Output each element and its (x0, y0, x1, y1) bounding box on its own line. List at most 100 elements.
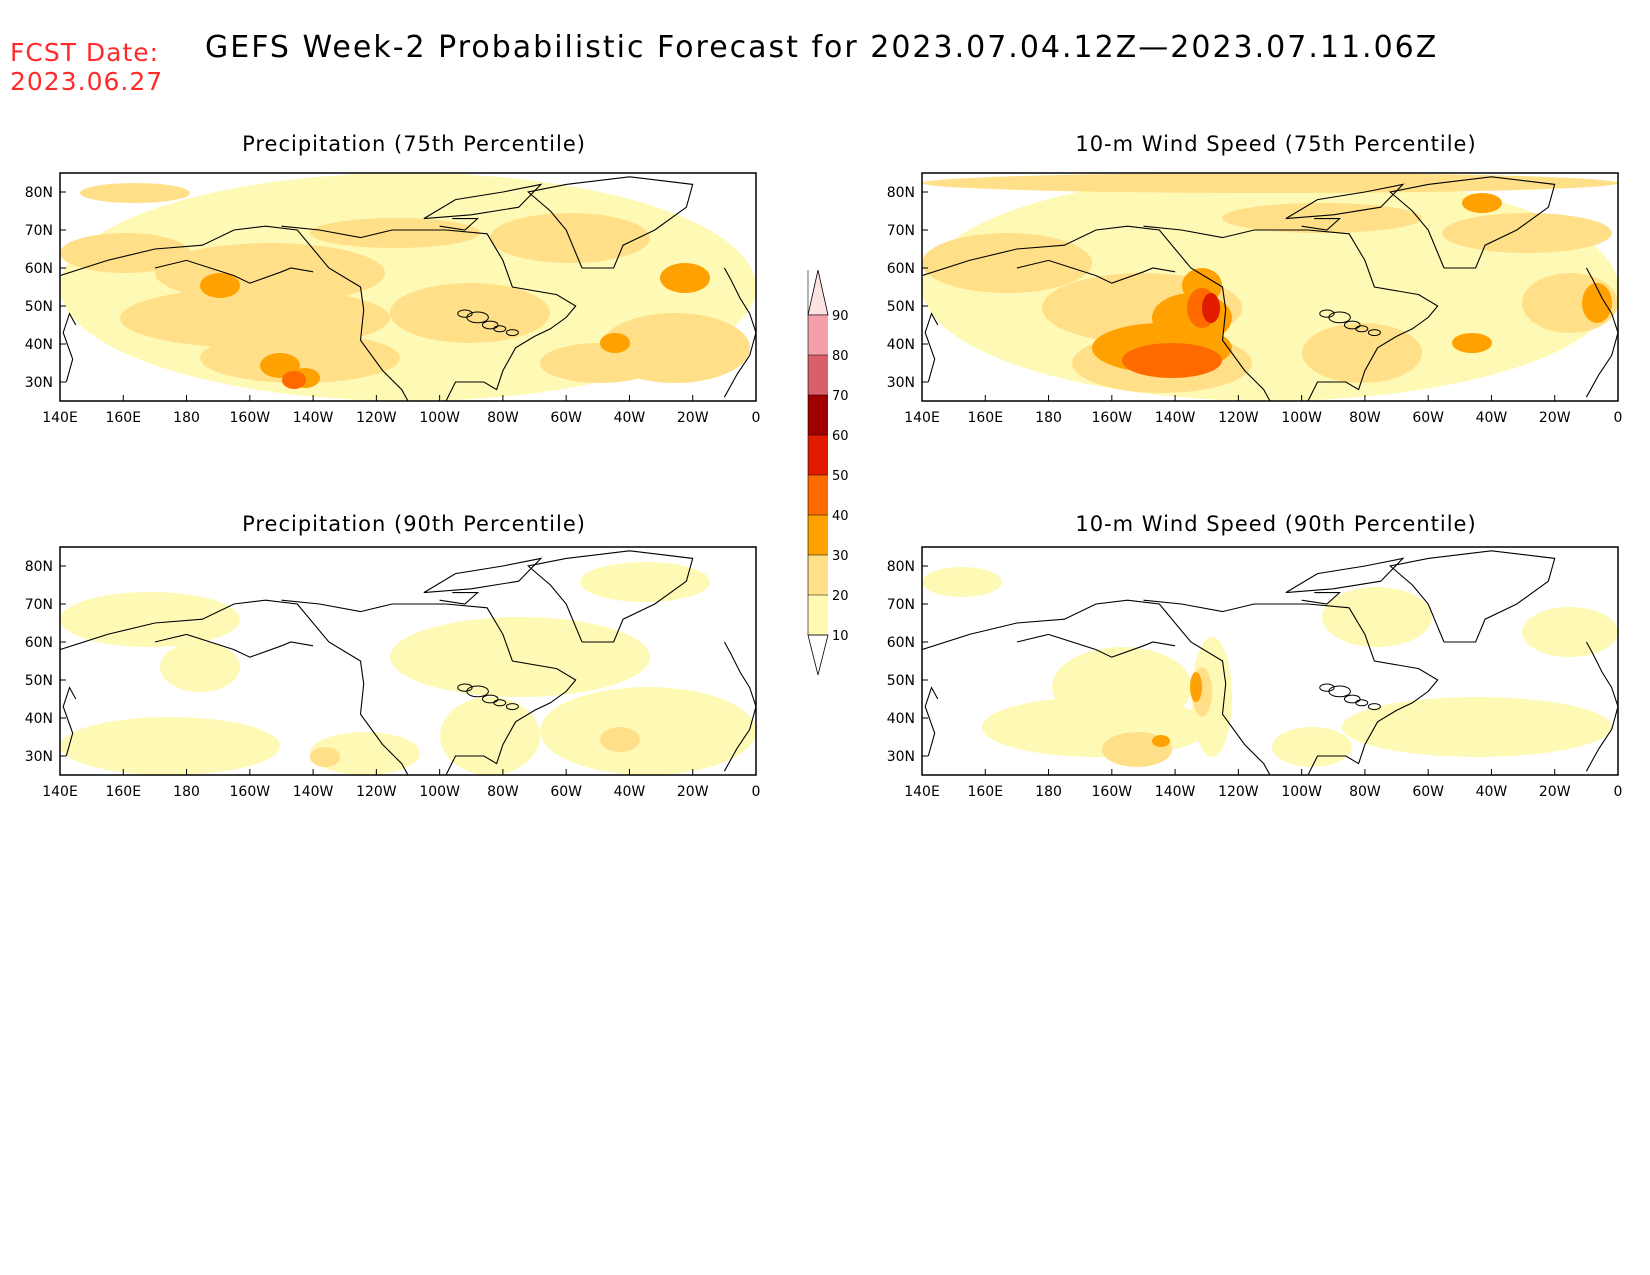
colorbar-box (808, 555, 828, 595)
lon-tick-label: 0 (1614, 410, 1623, 426)
coastline (154, 633, 314, 658)
coastline (1016, 259, 1176, 284)
probability-contour (982, 697, 1212, 757)
colorbar-box (808, 475, 828, 515)
lat-tick-label: 40N (25, 711, 53, 727)
lon-tick-label: 140E (42, 784, 78, 800)
lake-outline (1355, 325, 1369, 333)
lat-tick-label: 30N (25, 375, 53, 391)
colorbar-label: 70 (832, 389, 849, 404)
probability-contour (1122, 343, 1222, 378)
map-frame (59, 546, 757, 776)
probability-contour (60, 717, 280, 775)
coastline (1301, 218, 1342, 231)
lat-tick-label: 60N (887, 635, 915, 651)
lon-tick-label: 40W (614, 410, 646, 426)
lon-tick-label: 100W (1281, 784, 1322, 800)
probability-contour (922, 233, 1092, 293)
lon-tick-label: 60W (1412, 410, 1444, 426)
lon-tick-label: 20W (1539, 410, 1571, 426)
probability-contour (1522, 607, 1618, 657)
lon-tick-label: 20W (677, 410, 709, 426)
colorbar-label: 60 (832, 429, 849, 444)
colorbar-label: 50 (832, 469, 849, 484)
lat-tick-label: 50N (25, 673, 53, 689)
probability-contour (540, 687, 756, 775)
lake-outline (505, 703, 519, 711)
lat-tick-label: 50N (887, 673, 915, 689)
panel-title-wind-75: 10-m Wind Speed (75th Percentile) (1075, 132, 1477, 156)
probability-contour (1302, 323, 1422, 383)
coastline (1388, 550, 1556, 643)
lake-outline (457, 683, 473, 692)
coastline (60, 225, 409, 401)
probability-contour (580, 562, 710, 602)
lon-tick-label: 100W (419, 784, 460, 800)
panel-title-precip-90: Precipitation (90th Percentile) (242, 512, 586, 536)
lat-tick-label: 60N (25, 261, 53, 277)
lat-tick-label: 80N (25, 559, 53, 575)
map-frame (921, 172, 1619, 402)
lat-tick-label: 50N (887, 299, 915, 315)
probability-contour (310, 218, 480, 248)
lon-tick-label: 140W (1155, 784, 1196, 800)
coastline (1585, 641, 1618, 772)
coastline (62, 312, 77, 383)
lat-tick-label: 30N (887, 375, 915, 391)
probability-contour (1582, 283, 1612, 323)
coastline (723, 267, 756, 398)
colorbar-box (808, 595, 828, 635)
coastline (1301, 592, 1342, 605)
lon-tick-label: 140W (1155, 410, 1196, 426)
lat-tick-label: 40N (887, 711, 915, 727)
lake-outline (493, 325, 507, 333)
lon-tick-label: 160E (967, 410, 1003, 426)
forecast-date: FCST Date: 2023.06.27 (10, 38, 163, 96)
colorbar-label: 20 (832, 589, 849, 604)
colorbar-box (808, 515, 828, 555)
coastline (1285, 557, 1405, 594)
lon-tick-label: 160E (105, 784, 141, 800)
lat-tick-label: 40N (887, 337, 915, 353)
lon-tick-label: 120W (356, 784, 397, 800)
probability-contour (1202, 293, 1220, 323)
lon-tick-label: 160W (1092, 410, 1133, 426)
coastline (924, 312, 939, 383)
coastline (723, 641, 756, 772)
probability-contour (922, 567, 1002, 597)
coastline (154, 259, 314, 284)
lon-tick-label: 180 (1035, 784, 1062, 800)
lon-tick-label: 0 (752, 784, 761, 800)
lon-tick-label: 40W (614, 784, 646, 800)
probability-contour (1462, 193, 1502, 213)
page-title: GEFS Week-2 Probabilistic Forecast for 2… (205, 30, 1439, 65)
map-wind-90: 140E 160E 180 160W 140W 120W 100W 80W 60W 40W 20W 0… (887, 546, 1622, 800)
probability-contour (1222, 203, 1422, 233)
coastline (1585, 267, 1618, 398)
coastline (439, 592, 480, 605)
coastline (1143, 225, 1439, 401)
lon-tick-label: 20W (677, 784, 709, 800)
probability-contour (310, 747, 340, 767)
lat-tick-label: 70N (25, 223, 53, 239)
map-canvas: 140E 160E 180 160W 140W 120W 100W 80W 60W 40W 20W 0… (25, 172, 760, 426)
probability-contour (160, 642, 240, 692)
lat-tick-label: 50N (25, 299, 53, 315)
lon-tick-label: 20W (1539, 784, 1571, 800)
coastline (1388, 176, 1556, 269)
colorbar-cap (807, 634, 829, 676)
lon-tick-label: 160E (105, 410, 141, 426)
probability-contour (282, 371, 306, 389)
probability-contour (60, 592, 240, 647)
lon-tick-label: 80W (1349, 410, 1381, 426)
colorbar-svg: 10 20 30 40 50 60 70 80 90 (807, 269, 849, 676)
lon-tick-label: 160W (1092, 784, 1133, 800)
colorbar-box (808, 395, 828, 435)
map-canvas: 140E 160E 180 160W 140W 120W 100W 80W 60W 40W 20W 0… (25, 546, 760, 800)
probability-contour (440, 697, 540, 775)
coastline (1016, 633, 1176, 658)
map-fill-layer (922, 547, 1618, 775)
lon-tick-label: 140E (904, 410, 940, 426)
lon-tick-label: 80W (1349, 784, 1381, 800)
probability-contour (120, 288, 390, 348)
